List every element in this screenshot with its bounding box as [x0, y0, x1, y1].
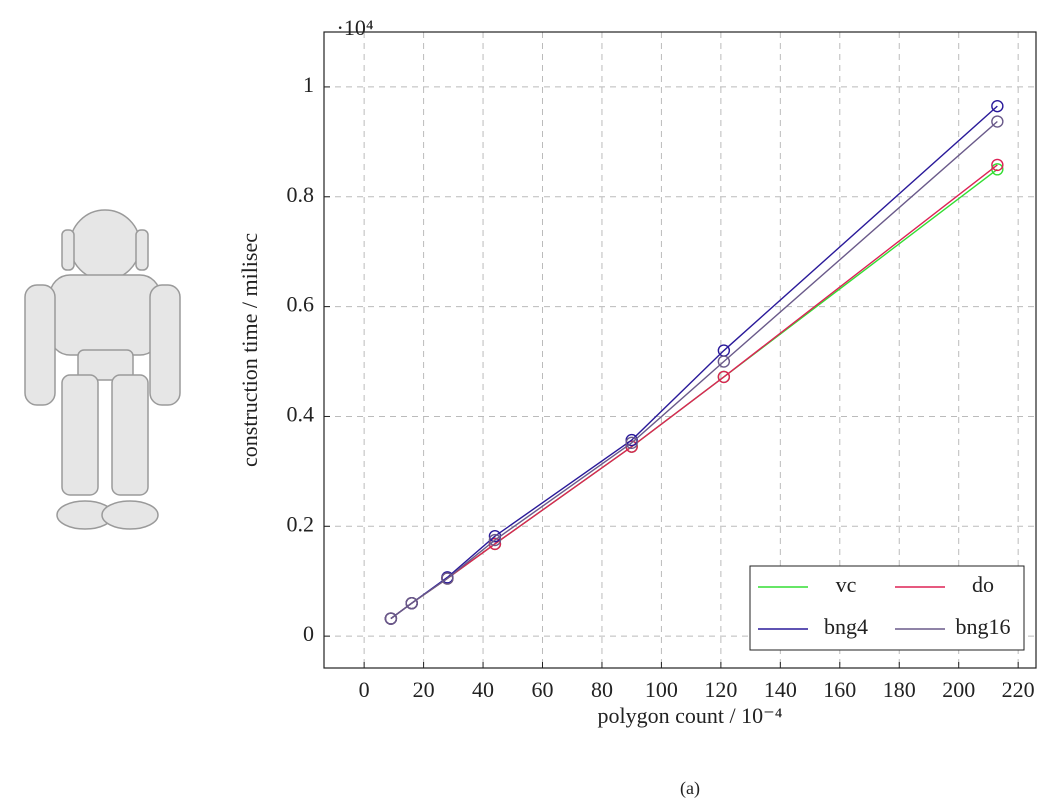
plot-frame: [323, 31, 1037, 669]
x-tick-label: 60: [532, 677, 554, 702]
x-tick-label: 20: [413, 677, 435, 702]
data-point: [488, 533, 502, 547]
x-tick-label: 120: [704, 677, 737, 702]
caption: (a): [680, 778, 700, 799]
data-point: [717, 370, 731, 384]
x-tick-label: 140: [764, 677, 797, 702]
robot-illustration: [24, 209, 181, 530]
data-point: [991, 158, 1004, 172]
y-tick-label: 0.8: [287, 182, 315, 207]
y-tick-label: 0.6: [287, 292, 315, 317]
data-point: [625, 436, 638, 450]
data-point: [384, 612, 398, 625]
x-tick-label: 80: [591, 677, 613, 702]
y-tick-label: 0.2: [287, 511, 315, 536]
legend-box: [749, 565, 1025, 651]
y-tick-label: 0: [303, 621, 314, 646]
y-tick-label: 1: [303, 72, 314, 97]
x-tick-label: 160: [823, 677, 856, 702]
x-tick-label: 180: [883, 677, 916, 702]
y-tick-label: 0.4: [287, 402, 315, 427]
legend: vc do bng4 bng16: [749, 565, 1025, 651]
legend-label: vc: [836, 572, 857, 597]
x-axis-label: polygon count / 10⁻⁴: [598, 703, 783, 728]
data-point: [717, 355, 731, 368]
x-tick-label: 40: [472, 677, 494, 702]
legend-label: bng16: [956, 614, 1011, 639]
x-tick-label: 220: [1002, 677, 1035, 702]
series-line: [390, 120, 998, 620]
y-scale-label: ·10⁴: [337, 15, 374, 40]
legend-label: bng4: [824, 614, 868, 639]
y-axis-label: construction time / milisec: [237, 233, 262, 467]
x-tick-label: 0: [359, 677, 370, 702]
series-line: [390, 105, 998, 620]
data-point: [991, 115, 1004, 128]
data-point: [441, 572, 454, 585]
x-tick-label: 100: [645, 677, 678, 702]
data-point: [405, 596, 418, 610]
x-tick-label: 200: [942, 677, 975, 702]
legend-label: do: [972, 572, 994, 597]
data-point: [991, 99, 1004, 113]
